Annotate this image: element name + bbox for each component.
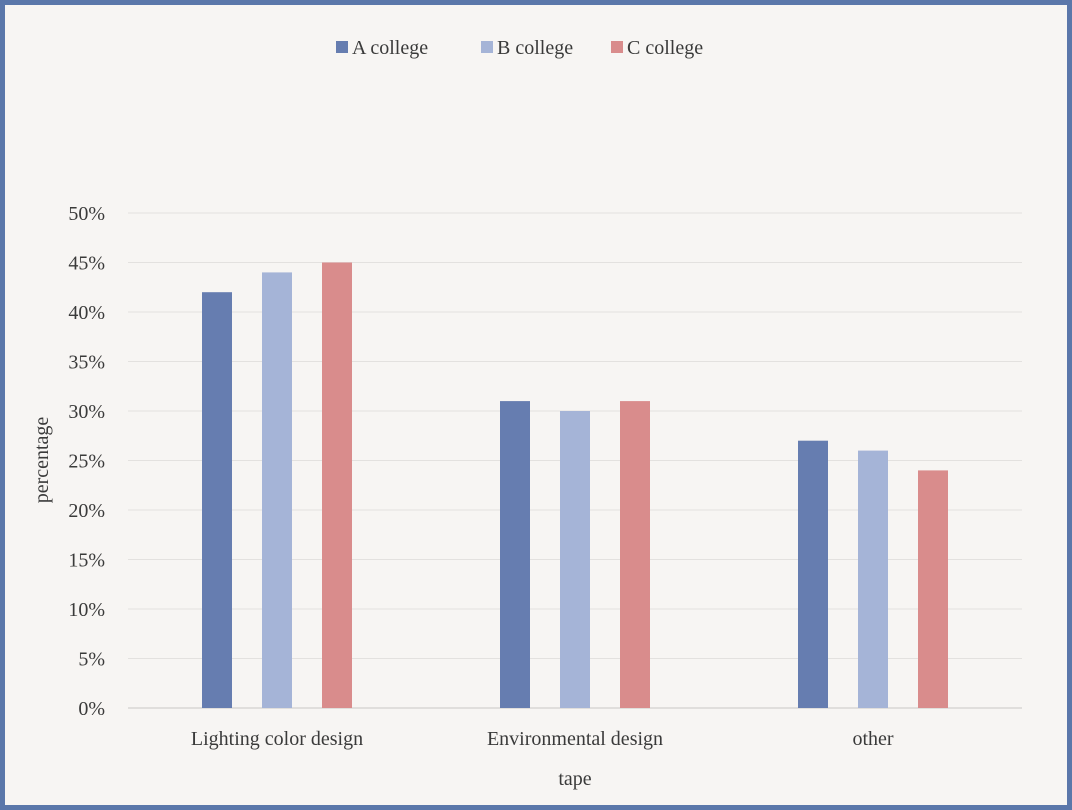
legend-label: C college <box>627 37 703 59</box>
x-tick-label: Lighting color design <box>191 728 363 750</box>
x-tick-label: other <box>852 728 893 750</box>
y-tick-label: 0% <box>78 698 105 720</box>
bar-a-college <box>798 440 828 708</box>
legend-label: B college <box>497 37 573 59</box>
y-tick-label: 30% <box>68 401 105 423</box>
legend-swatch <box>336 41 348 53</box>
y-tick-label: 10% <box>68 599 105 621</box>
bar-b-college <box>560 411 590 708</box>
bar-c-college <box>322 262 352 708</box>
y-tick-label: 15% <box>68 550 105 572</box>
y-tick-label: 45% <box>68 253 105 275</box>
y-tick-label: 40% <box>68 302 105 324</box>
x-axis-ticks: Lighting color design Environmental desig… <box>191 728 894 750</box>
legend-swatch <box>611 41 623 53</box>
bar-c-college <box>918 470 948 708</box>
y-tick-label: 5% <box>78 649 105 671</box>
bar-a-college <box>202 292 232 708</box>
bar-c-college <box>620 401 650 708</box>
x-axis-label: tape <box>558 768 591 790</box>
bar-a-college <box>500 401 530 708</box>
x-tick-label: Environmental design <box>487 728 663 750</box>
y-axis-ticks: 0% 5% 10% 15% 20% 25% 30% 35% 40% 45% 50% <box>68 203 105 720</box>
legend-label: A college <box>352 37 428 59</box>
legend: A college B college C college <box>336 37 703 59</box>
y-tick-label: 25% <box>68 451 105 473</box>
y-tick-label: 35% <box>68 352 105 374</box>
y-tick-label: 50% <box>68 203 105 225</box>
bar-b-college <box>262 272 292 708</box>
y-tick-label: 20% <box>68 500 105 522</box>
bar-b-college <box>858 450 888 708</box>
bars <box>202 262 948 708</box>
y-axis-label: percentage <box>31 417 53 504</box>
legend-swatch <box>481 41 493 53</box>
